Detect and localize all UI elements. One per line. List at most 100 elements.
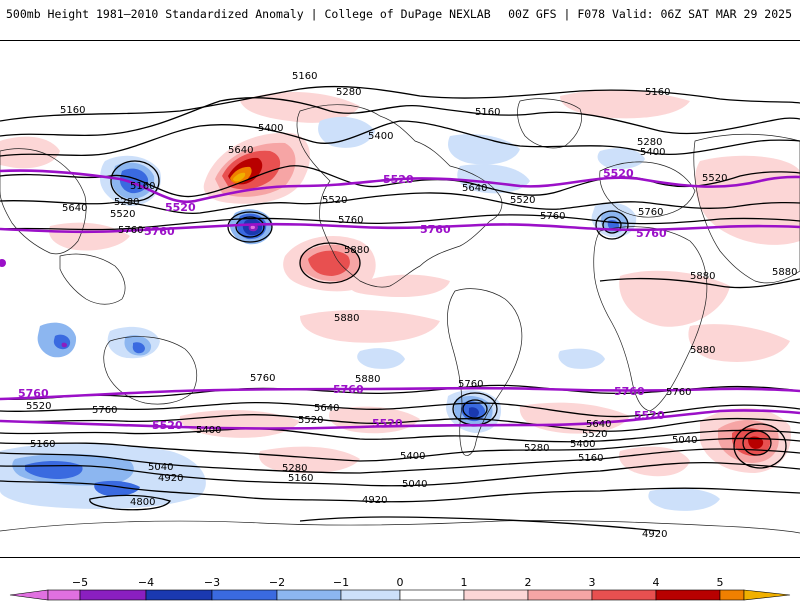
anomaly-neg-w-trop-3 <box>61 342 67 348</box>
contour-ring-pac-low-2 <box>235 216 265 238</box>
contour-label: 5760 <box>540 211 565 222</box>
colorbar-swatch <box>145 589 213 601</box>
colorbar-tick: 5 <box>716 576 724 589</box>
contour-5520-south-purple <box>0 409 800 430</box>
contour-ring-s-ind <box>733 423 787 469</box>
coast-africa <box>593 226 708 412</box>
contour-label: 5760 <box>250 373 275 384</box>
anomaly-neg-hudson <box>448 134 520 165</box>
contour-label: 5520 <box>322 195 347 206</box>
contour-label: 5040 <box>148 462 173 473</box>
contour-label: 5640 <box>62 203 87 214</box>
highlight-label: 5760 <box>18 387 49 400</box>
highlight-label: 5520 <box>383 173 414 186</box>
contour-label: 5160 <box>475 107 500 118</box>
highlight-label: 5520 <box>152 419 183 432</box>
anomaly-neg-antarctic-b <box>648 488 720 511</box>
colorbar-tick: −4 <box>137 576 155 589</box>
contour-label: 4800 <box>130 497 155 508</box>
contour-label: 5520 <box>26 401 51 412</box>
anomaly-neg-s-indian-b <box>558 348 605 369</box>
contour-label: 5880 <box>772 267 797 278</box>
contour-5760-north-purple <box>0 222 800 234</box>
contour-5640-north <box>0 192 800 214</box>
anomaly-pos-asia <box>694 155 800 245</box>
anomaly-pos-hawaii-3 <box>308 250 350 276</box>
contour-label: 5880 <box>690 271 715 282</box>
colorbar-tick: 0 <box>396 576 404 589</box>
contour-5520-south <box>0 414 800 432</box>
contour-4920-south <box>0 480 800 503</box>
contour-label: 5400 <box>368 131 393 142</box>
anomaly-pos-europe <box>560 89 690 119</box>
coast-north-america <box>296 104 503 288</box>
contour-5280-south <box>0 437 800 462</box>
contour-label: 5760 <box>638 207 663 218</box>
contour-label: 5040 <box>672 435 697 446</box>
contour-4800-south <box>89 494 172 511</box>
map-title: 500mb Height 1981–2010 Standardized Anom… <box>6 7 491 21</box>
contour-5400-south <box>0 428 800 443</box>
anomaly-pos-nw-pacific <box>0 136 60 169</box>
coast-asia <box>693 133 800 284</box>
contour-label: 5400 <box>400 451 425 462</box>
colorbar-tick: −1 <box>332 576 350 589</box>
colorbar-swatch <box>463 589 529 601</box>
contour-label: 5880 <box>344 245 369 256</box>
coast-south-america <box>447 288 523 456</box>
colorbar-tick: 2 <box>524 576 532 589</box>
contour-ring-s-am-2 <box>462 399 488 419</box>
anomaly-neg-arctic-eu <box>597 148 645 169</box>
contour-label: 5160 <box>645 87 670 98</box>
contour-label: 5760 <box>338 215 363 226</box>
contour-label: 5160 <box>578 453 603 464</box>
contour-label: 5880 <box>334 313 359 324</box>
contour-ring-w-pac <box>110 160 160 202</box>
coast-se-asia <box>59 253 126 305</box>
contour-ring-atl-low-2 <box>602 216 622 234</box>
contour-label: 5520 <box>110 209 135 220</box>
colorbar-arrow-right <box>743 589 791 601</box>
world-map: 5160 5160 5160 5160 5160 5280 5280 5280 … <box>0 40 800 558</box>
contour-label: 5160 <box>288 473 313 484</box>
colorbar-tick: 3 <box>588 576 596 589</box>
contour-5520-north <box>0 165 800 198</box>
contour-label: 5160 <box>292 71 317 82</box>
highlight-label: 5760 <box>420 223 451 236</box>
contour-label: 5280 <box>637 137 662 148</box>
anomaly-pos-indian-ocean <box>688 324 790 362</box>
anomaly-pos-tropics <box>300 309 440 343</box>
highlight-label: 5520 <box>165 201 196 214</box>
contour-ring-hawaii <box>299 242 361 284</box>
anomaly-neg-pac-low-5 <box>250 225 255 229</box>
contour-label: 5280 <box>524 443 549 454</box>
contour-label: 5640 <box>314 403 339 414</box>
contour-4920-pole <box>299 516 661 532</box>
contour-5040-south <box>0 461 800 487</box>
contour-label: 5880 <box>355 374 380 385</box>
colorbar-swatch <box>340 589 401 601</box>
contour-5880-north <box>599 277 800 289</box>
contour-5760-south-purple <box>0 386 800 401</box>
contour-label: 4920 <box>362 495 387 506</box>
colorbar-swatch <box>719 589 745 601</box>
contour-5640-south <box>0 401 800 418</box>
contour-label: 5400 <box>258 123 283 134</box>
highlight-label-group: 5520 5520 5520 5760 5760 5760 5760 5760 … <box>18 167 667 432</box>
colorbar-tick: −2 <box>268 576 286 589</box>
colorbar-swatch <box>79 589 147 601</box>
highlight-label: 5520 <box>372 417 403 430</box>
contour-5520-north-purple <box>0 169 800 204</box>
contour-label: 5520 <box>702 173 727 184</box>
anomaly-pos-mexico <box>350 274 450 298</box>
contour-label: 5760 <box>666 387 691 398</box>
highlight-label: 5760 <box>636 227 667 240</box>
colorbar-strip <box>9 589 791 601</box>
contour-5160-north <box>0 85 800 122</box>
contour-label: 5280 <box>336 87 361 98</box>
anomaly-pos-npacific-6 <box>233 172 246 182</box>
contour-label: 5400 <box>570 439 595 450</box>
colorbar-swatch <box>276 589 342 601</box>
colorbar-tick: −5 <box>71 576 89 589</box>
contour-label: 4920 <box>158 473 183 484</box>
